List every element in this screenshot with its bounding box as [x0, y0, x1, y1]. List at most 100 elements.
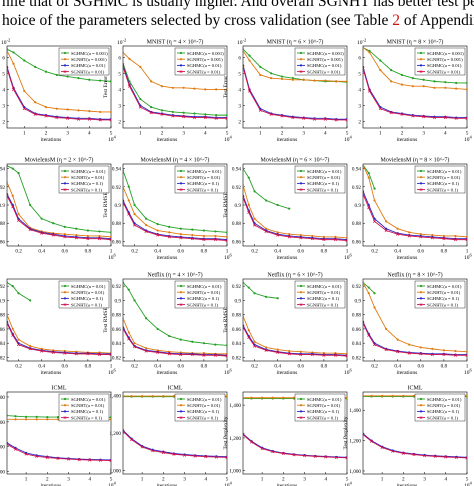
series-group [123, 281, 227, 358]
data-point [432, 116, 437, 120]
data-point [179, 227, 182, 230]
data-point [7, 313, 9, 316]
legend: SGHMC(a = 0.001)SGNHT(a = 0.001)SGHMC(a … [294, 47, 346, 76]
x-tick-label: 0.8 [321, 364, 328, 370]
data-point [109, 416, 111, 419]
data-point [123, 185, 125, 188]
data-point [123, 317, 125, 320]
table-reference-link[interactable]: 2 [392, 12, 401, 29]
data-point [419, 233, 422, 236]
legend-label: SGHMC(a = 0.01) [71, 169, 106, 174]
data-point [86, 237, 90, 241]
data-point [225, 395, 227, 398]
legend-label: SGNHT(a = 0.1) [307, 302, 339, 307]
data-point [13, 447, 18, 451]
data-point [334, 235, 337, 238]
data-point [213, 353, 217, 357]
legend-label: SGHMC(a = 0.1) [71, 181, 104, 186]
data-point [11, 285, 14, 288]
data-point [444, 455, 448, 459]
data-point [454, 234, 457, 238]
data-point [123, 169, 125, 172]
x-tick-label: 0.8 [85, 249, 92, 255]
data-point [287, 235, 291, 239]
data-point [98, 230, 101, 233]
legend-marker [179, 297, 183, 300]
plot-frame [122, 45, 228, 129]
data-point [127, 199, 130, 202]
x-axis-label: iterations [157, 255, 177, 261]
data-point [191, 340, 194, 343]
data-point [14, 415, 17, 418]
data-point [141, 395, 144, 398]
data-point [253, 223, 257, 227]
legend-label: SGHMC(a = 0.1) [307, 181, 340, 186]
legend-label: SGNHT(a = 0.001) [427, 57, 463, 62]
legend: SGHMC(a = 0.001)SGNHT(a = 0.001)SGHMC(a … [174, 47, 226, 76]
x-multiplier: 104 [464, 135, 473, 144]
data-point [7, 281, 9, 284]
data-point [214, 343, 217, 346]
panel-title: MNIST (η = 8 × 10^-7) [387, 39, 444, 46]
data-point [7, 164, 9, 167]
data-point [109, 353, 111, 357]
data-point [182, 111, 185, 114]
legend-marker [179, 416, 183, 420]
data-point [276, 203, 279, 207]
data-point [66, 108, 69, 111]
legend-marker [63, 58, 67, 61]
chart-panel-15: 104 1,000 1,200 1,400 1 2 3 4 5 iterations Test Pe… [223, 391, 353, 486]
data-point [193, 454, 197, 458]
data-point [109, 235, 111, 238]
data-point [419, 352, 423, 356]
x-axis-label: iterations [41, 370, 61, 376]
x-tick-label: 0.8 [201, 249, 208, 255]
data-point [51, 350, 55, 354]
data-point [261, 396, 264, 399]
legend-marker [63, 297, 67, 300]
data-point [291, 77, 294, 80]
data-point [333, 238, 337, 242]
x-tick-label: 4 [444, 477, 447, 483]
x-multiplier: 106 [108, 368, 117, 377]
data-point [193, 112, 196, 115]
y-tick-label: 1,400 [349, 408, 361, 414]
data-point [288, 207, 291, 210]
data-point [172, 452, 176, 456]
series-line-3 [123, 429, 227, 458]
data-point [276, 297, 279, 300]
y-axis-label: Test Perplexity [343, 416, 349, 449]
data-point [442, 353, 446, 357]
data-point [379, 69, 382, 72]
legend-box [174, 165, 226, 194]
legend-label: SGNHT(a = 0.1) [307, 415, 339, 420]
data-point [214, 230, 217, 233]
chart-panel-16: ICML 104 1,000 1,200 1,400 1 2 3 4 5 iterations Tes… [343, 386, 473, 486]
data-point [127, 84, 132, 88]
data-point [63, 225, 66, 228]
series-group [243, 396, 347, 460]
data-point [287, 352, 291, 356]
data-point [324, 455, 328, 459]
data-point [373, 306, 376, 309]
data-point [253, 292, 256, 295]
caption-text: hile that of SGHMC is usually higher. An… [0, 0, 474, 36]
x-axis-label: iterations [397, 255, 417, 261]
data-point [281, 451, 285, 456]
data-point [442, 349, 445, 352]
legend-marker [299, 291, 303, 294]
x-multiplier: 104 [344, 481, 353, 486]
legend-label: SGNHT(a = 0.01) [427, 290, 461, 295]
data-point [150, 105, 153, 109]
data-point [23, 89, 26, 93]
legend-marker [63, 182, 67, 185]
y-tick-label: 0.94 [0, 167, 5, 173]
x-multiplier: 106 [344, 368, 353, 377]
data-point [88, 110, 91, 113]
caption-line-2-start: hoice of the parameters selected by cros… [2, 12, 393, 29]
x-axis-label: iterations [397, 370, 417, 376]
data-point [345, 80, 347, 83]
data-point [160, 112, 164, 116]
data-point [145, 217, 148, 220]
data-point [17, 338, 20, 341]
